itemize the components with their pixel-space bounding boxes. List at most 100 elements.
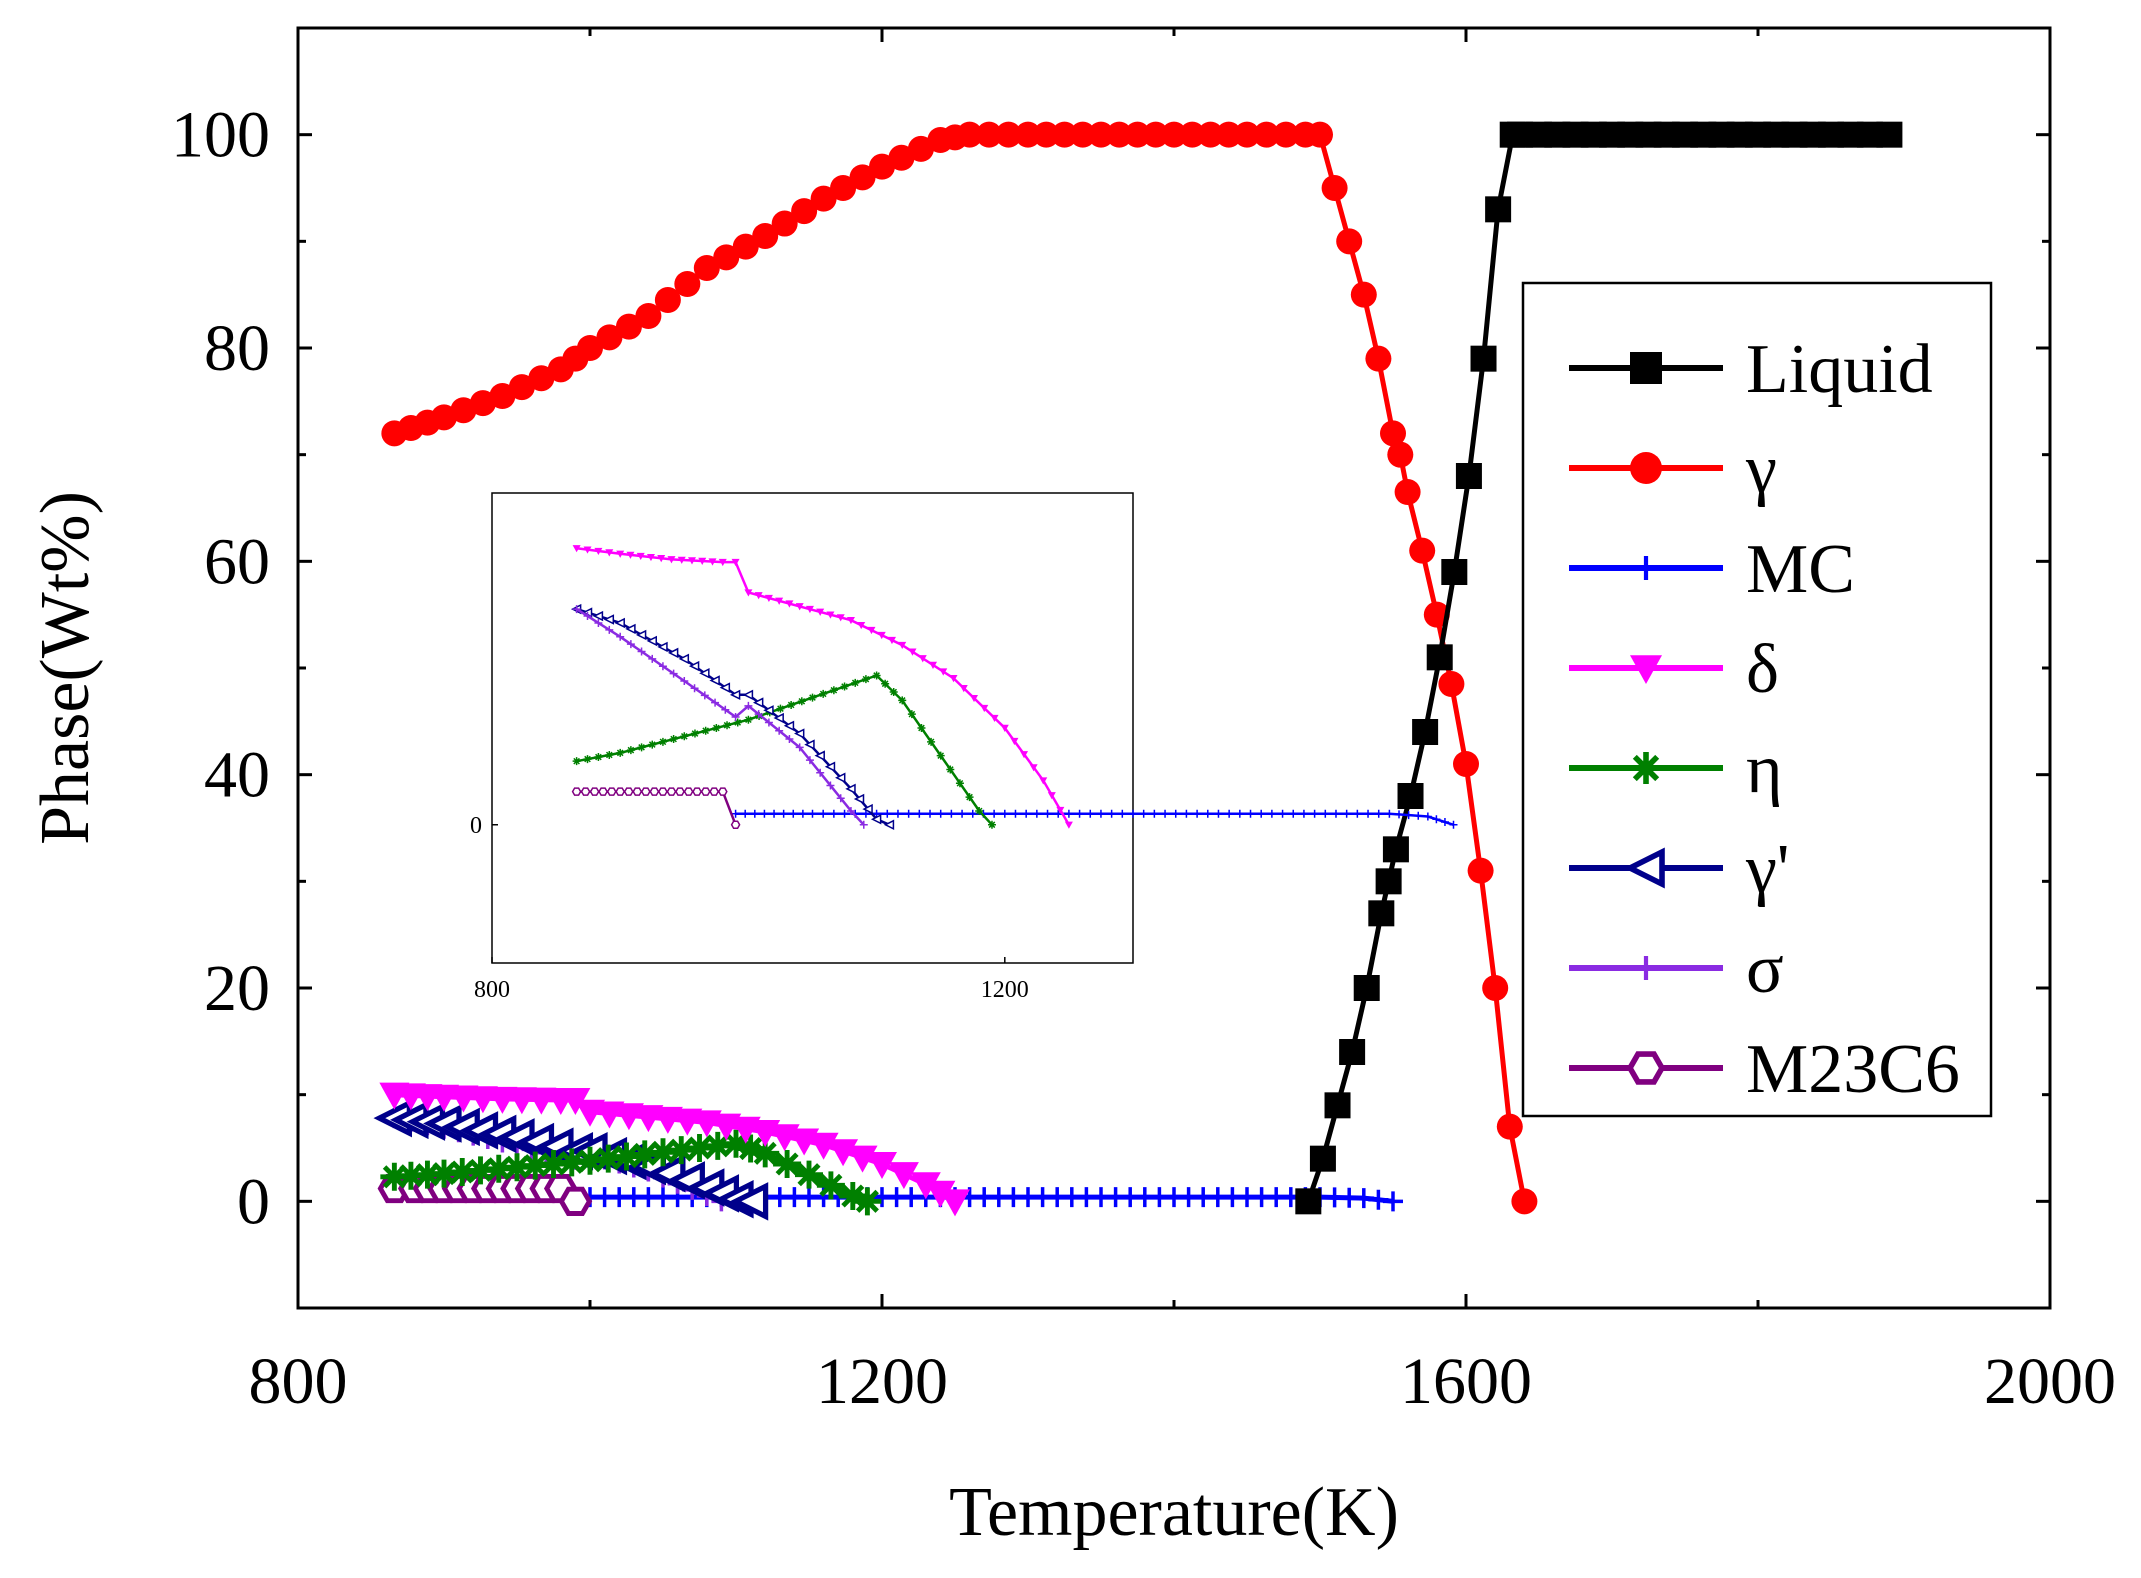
inset-data-point xyxy=(1353,809,1362,818)
inset-data-point xyxy=(680,732,689,741)
inset-data-point xyxy=(605,625,614,634)
inset-data-point xyxy=(917,724,926,732)
data-point xyxy=(508,374,535,401)
inset-data-point xyxy=(1278,809,1287,818)
inset-data-point xyxy=(959,684,968,693)
inset-data-point xyxy=(829,686,838,695)
inset-data-point xyxy=(615,787,626,796)
data-point xyxy=(888,144,915,171)
inset-data-point xyxy=(826,781,835,790)
inset-data-point xyxy=(1395,810,1404,819)
inset-data-point xyxy=(731,558,740,567)
data-point xyxy=(1368,900,1395,927)
series-0 xyxy=(1295,121,1903,1215)
y-tick-label: 80 xyxy=(204,312,270,385)
data-point xyxy=(910,1172,941,1200)
data-point xyxy=(1088,121,1114,148)
data-point xyxy=(1015,121,1041,148)
inset-data-point xyxy=(907,710,916,719)
inset-data-point xyxy=(1299,809,1308,818)
inset-data-point xyxy=(1032,809,1041,818)
data-point xyxy=(503,1153,531,1182)
inset-data-point xyxy=(649,787,660,796)
data-point xyxy=(830,175,857,201)
inset-data-point xyxy=(889,688,898,697)
x-tick-label: 1600 xyxy=(1400,1345,1532,1418)
inset-data-point xyxy=(824,761,836,772)
inset-data-point xyxy=(701,726,710,735)
inset-data-point xyxy=(1150,809,1159,818)
data-point xyxy=(430,1159,458,1188)
inset-data-point xyxy=(1414,811,1423,820)
series-layer xyxy=(373,121,1903,1221)
inset-data-point xyxy=(764,718,773,727)
data-point xyxy=(869,153,895,180)
inset-data-point xyxy=(853,793,865,805)
inset-data-point xyxy=(794,728,805,739)
inset-data-point xyxy=(798,809,807,818)
inset-data-point xyxy=(637,743,646,752)
inset-data-point xyxy=(857,621,866,630)
data-point xyxy=(1409,537,1436,564)
y-tick-label: 60 xyxy=(204,525,270,598)
data-point xyxy=(1234,121,1260,148)
inset-data-point xyxy=(583,546,592,554)
data-point xyxy=(1423,601,1450,628)
data-point xyxy=(1496,1113,1523,1140)
inset-data-point xyxy=(990,809,999,818)
inset-data-point xyxy=(861,809,870,818)
data-point xyxy=(1350,281,1377,308)
inset-data-point xyxy=(819,809,828,818)
inset-data-point xyxy=(763,705,774,716)
data-point xyxy=(1069,121,1096,148)
data-point xyxy=(810,185,837,212)
inset-data-point xyxy=(785,735,794,744)
inset-data-point xyxy=(898,696,907,705)
data-point xyxy=(1426,644,1453,671)
inset-data-point xyxy=(657,641,668,653)
inset-data-point xyxy=(883,819,895,830)
inset-data-point xyxy=(592,610,604,622)
data-point xyxy=(1321,175,1348,201)
inset-data-point xyxy=(658,662,667,671)
inset-data-point xyxy=(808,693,817,702)
inset-data-point xyxy=(632,787,643,796)
series-3 xyxy=(379,1082,970,1217)
inset-data-point xyxy=(816,768,825,777)
data-point xyxy=(576,1146,604,1175)
data-point xyxy=(674,271,701,297)
inset-data-point xyxy=(893,809,902,818)
inset-data-point xyxy=(804,739,815,750)
data-point xyxy=(1397,783,1424,809)
inset-data-point xyxy=(1321,809,1330,818)
inset-data-point xyxy=(1010,737,1019,746)
inset-data-point xyxy=(904,809,913,818)
inset-data-point xyxy=(1011,809,1020,818)
data-point xyxy=(612,1142,641,1171)
inset-data-point xyxy=(754,592,763,600)
inset-data-point xyxy=(583,755,592,764)
inset-data-point xyxy=(1225,809,1234,818)
data-point xyxy=(1441,559,1468,585)
inset-data-point xyxy=(779,809,788,818)
inset-data-point xyxy=(733,718,742,727)
inset-data-point xyxy=(690,729,699,738)
data-point xyxy=(1272,121,1299,148)
legend-box xyxy=(1521,281,1993,1118)
data-point xyxy=(1485,196,1512,223)
legend-label: γ xyxy=(1745,431,1777,508)
legend-label: δ xyxy=(1746,631,1779,708)
data-point xyxy=(1453,751,1479,777)
legend-label: MC xyxy=(1746,531,1855,608)
inset-data-point xyxy=(1257,809,1266,818)
inset-data-point xyxy=(814,750,825,761)
inset-data-point xyxy=(744,715,753,724)
inset-data-point xyxy=(1310,809,1319,818)
inset-data-point xyxy=(669,735,678,744)
inset-data-point xyxy=(616,550,625,558)
inset-data-point xyxy=(1193,809,1202,818)
legend-marker xyxy=(1630,452,1662,484)
inset-y-tick-label: 0 xyxy=(470,813,482,839)
inset-data-point xyxy=(718,558,727,567)
